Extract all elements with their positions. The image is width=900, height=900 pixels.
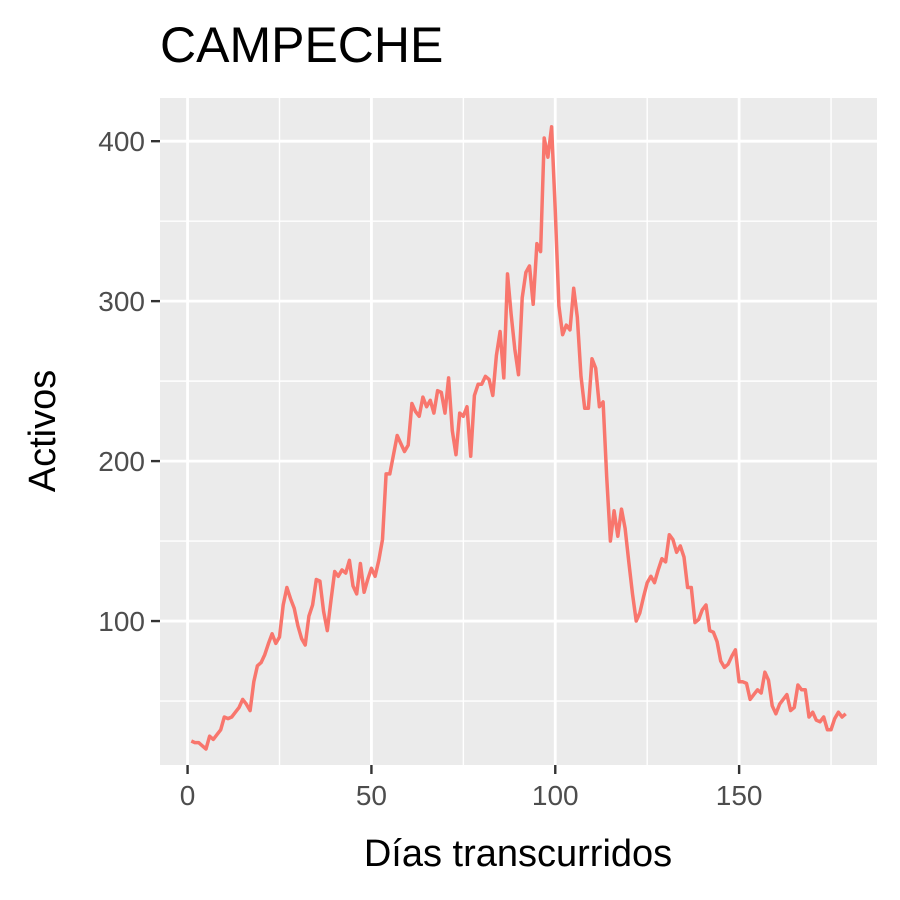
- minor-gridlines: [160, 98, 877, 765]
- y-axis: 100 200 300 400: [98, 126, 160, 637]
- y-axis-title: Activos: [22, 370, 64, 492]
- series-line-1: [190, 125, 847, 751]
- plot-panel: [160, 98, 877, 765]
- y-tick-label: 300: [98, 286, 145, 317]
- x-axis-title: Días transcurridos: [364, 833, 672, 875]
- y-tick-label: 100: [98, 606, 145, 637]
- y-tick-label: 200: [98, 446, 145, 477]
- x-tick-label: 100: [532, 780, 579, 811]
- y-tick-label: 400: [98, 126, 145, 157]
- x-axis: 0 50 100 150: [180, 765, 763, 811]
- x-tick-label: 50: [356, 780, 387, 811]
- chart-title: CAMPECHE: [160, 17, 443, 73]
- x-tick-label: 0: [180, 780, 196, 811]
- series-layer: [190, 125, 847, 751]
- x-tick-label: 150: [716, 780, 763, 811]
